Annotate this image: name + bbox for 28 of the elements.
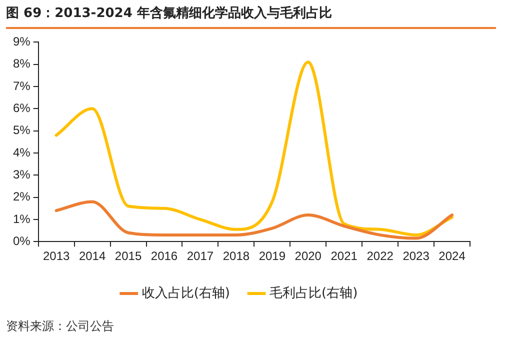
x-tick-label: 2022: [366, 249, 394, 264]
y-tick-label: 0%: [13, 234, 31, 248]
x-tick-label: 2015: [114, 249, 142, 264]
line-series: [54, 60, 454, 236]
line-series: [54, 200, 454, 240]
y-tick-label: 5%: [13, 123, 31, 138]
legend-label: 毛利占比(右轴): [270, 286, 358, 301]
y-tick-label: 8%: [13, 56, 31, 71]
legend-label: 收入占比(右轴): [142, 286, 230, 301]
x-tick-label: 2021: [330, 249, 358, 264]
y-tick-label: 4%: [13, 145, 31, 160]
y-tick-label: 6%: [13, 100, 31, 115]
x-tick-label: 2014: [78, 249, 106, 264]
x-tick-label: 2023: [402, 249, 430, 264]
x-tick-label: 2024: [438, 249, 466, 264]
y-tick-label: 1%: [13, 212, 31, 226]
x-tick-label: 2016: [150, 249, 178, 264]
x-tick-label: 2013: [42, 249, 70, 264]
x-tick-label: 2017: [186, 249, 214, 264]
text: 资料来源：公司公告: [6, 318, 114, 335]
y-tick-label: 9%: [13, 34, 31, 49]
x-tick-label: 2018: [222, 249, 250, 264]
y-tick-label: 2%: [13, 190, 31, 204]
x-tick-label: 2019: [258, 249, 286, 264]
y-tick-label: 3%: [13, 167, 31, 182]
y-tick-label: 7%: [13, 78, 31, 93]
x-tick-label: 2020: [294, 249, 322, 264]
chart-title: 图 69：2013-2024 年含氟精细化学品收入与毛利占比: [6, 4, 496, 29]
